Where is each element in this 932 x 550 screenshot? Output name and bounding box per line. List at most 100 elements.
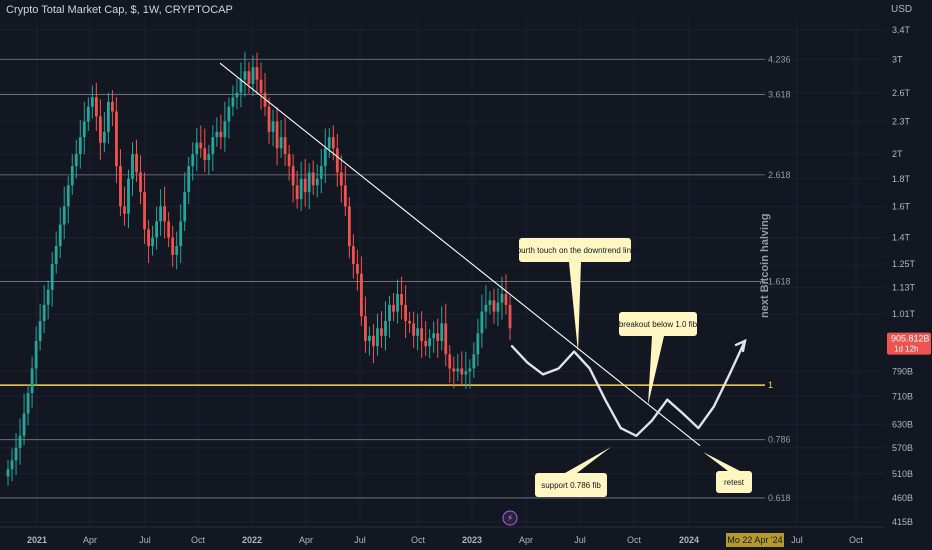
candle-body xyxy=(335,148,339,173)
y-tick-label: 2.6T xyxy=(892,88,911,98)
candle-body xyxy=(255,67,259,80)
fib-label: 1 xyxy=(768,380,773,390)
candle-body xyxy=(34,340,38,369)
candle-body xyxy=(223,121,227,138)
candle-body xyxy=(50,264,54,290)
y-tick-label: 3.4T xyxy=(892,25,911,35)
callout-pointer xyxy=(565,447,611,473)
candle-body xyxy=(432,333,436,339)
x-tick-label: 2023 xyxy=(462,535,482,545)
y-tick-label: 790B xyxy=(892,366,913,376)
x-tick-label: Jul xyxy=(354,535,366,545)
candle-body xyxy=(408,320,411,324)
callout-box xyxy=(519,238,631,262)
price-badge xyxy=(887,332,931,355)
x-tick-label: Apr xyxy=(299,535,313,545)
candle-body xyxy=(420,328,424,341)
candle-body xyxy=(400,293,403,305)
candle-body xyxy=(331,137,335,149)
candle-body xyxy=(26,393,30,414)
candle-body xyxy=(231,97,235,107)
candle-body xyxy=(504,293,508,305)
candle-body xyxy=(492,300,496,312)
candle-body xyxy=(191,154,195,167)
date-badge-text: Mo 22 Apr '24 xyxy=(727,535,782,545)
candle-body xyxy=(239,79,243,93)
candle-body xyxy=(343,185,347,207)
candle-body xyxy=(175,246,179,255)
candle-body xyxy=(488,300,492,305)
fib-label: 3.618 xyxy=(768,90,791,100)
axes: 3.4T 3T 2.6T 2.3T 2T 1.8T 1.6T 1.4T 1.25T 1.13T 1.… xyxy=(0,25,931,547)
candle-body xyxy=(74,154,78,167)
event-icon-glyph: ⚡ xyxy=(507,513,513,523)
candle-body xyxy=(287,154,291,167)
candle-body xyxy=(259,79,263,93)
candle-body xyxy=(355,264,359,274)
annotation-callout: support 0.786 fib xyxy=(535,447,611,497)
candle-body xyxy=(42,304,46,321)
candle-body xyxy=(195,142,199,155)
candle-body xyxy=(368,335,371,341)
y-tick-label: 710B xyxy=(892,391,913,401)
candle-body xyxy=(159,206,163,222)
candle-body xyxy=(380,328,383,336)
price-badge-countdown: 1d 12h xyxy=(894,345,918,354)
y-tick-label: 1.8T xyxy=(892,174,911,184)
callout-pointer xyxy=(569,262,581,352)
x-tick-label: Jul xyxy=(574,535,586,545)
candle-body xyxy=(323,148,327,167)
candle-body xyxy=(412,323,416,336)
candle-body xyxy=(199,142,203,149)
candle-body xyxy=(183,192,187,222)
y-tick-label: 1.6T xyxy=(892,201,911,211)
candle-body xyxy=(392,304,395,312)
candle-body xyxy=(18,435,22,448)
candle-body xyxy=(219,131,223,138)
candle-body xyxy=(46,289,50,305)
candle-body xyxy=(78,137,82,155)
annotation-callout: fourth touch on the downtrend line xyxy=(515,238,637,352)
candle-body xyxy=(179,221,183,247)
candle-body xyxy=(500,293,504,303)
candle-body xyxy=(327,137,331,149)
candle-body xyxy=(484,304,488,312)
candle-body xyxy=(107,101,110,132)
candle-body xyxy=(102,131,106,143)
candle-body xyxy=(123,206,126,214)
candle-body xyxy=(436,333,440,341)
candle-body xyxy=(94,97,98,117)
candle-body xyxy=(227,106,231,122)
candle-body xyxy=(243,71,247,80)
y-tick-label: 1.4T xyxy=(892,233,911,243)
callout-text: retest xyxy=(724,478,745,487)
x-tick-label: Apr xyxy=(83,535,97,545)
callout-pointer xyxy=(648,336,664,405)
callout-box xyxy=(535,473,607,497)
candle-body xyxy=(66,185,70,207)
x-tick-label: 2024 xyxy=(679,535,699,545)
candle-body xyxy=(62,206,66,225)
candle-body xyxy=(271,121,275,132)
date-badge xyxy=(726,533,784,547)
candle-body xyxy=(155,221,158,238)
callout-text: breakout below 1.0 fib xyxy=(619,320,698,329)
candle-body xyxy=(448,354,452,369)
candle-body xyxy=(54,246,58,265)
y-tick-label: 2.3T xyxy=(892,116,911,126)
candle-body xyxy=(151,237,154,247)
downtrend-line xyxy=(219,62,701,447)
candle-body xyxy=(82,121,86,138)
callout-text: fourth touch on the downtrend line xyxy=(515,246,637,255)
candle-body xyxy=(235,92,239,98)
annotation-callout: breakout below 1.0 fib xyxy=(619,312,698,405)
drawings: fourth touch on the downtrend line breako… xyxy=(219,62,771,526)
candle-body xyxy=(388,304,391,321)
candle-body xyxy=(171,237,175,255)
halving-label: next Bitcoin halving xyxy=(759,213,771,318)
y-tick-label: 1.01T xyxy=(892,309,916,319)
candle-body xyxy=(30,368,34,394)
candle-body xyxy=(472,354,476,369)
candle-body xyxy=(384,320,387,336)
